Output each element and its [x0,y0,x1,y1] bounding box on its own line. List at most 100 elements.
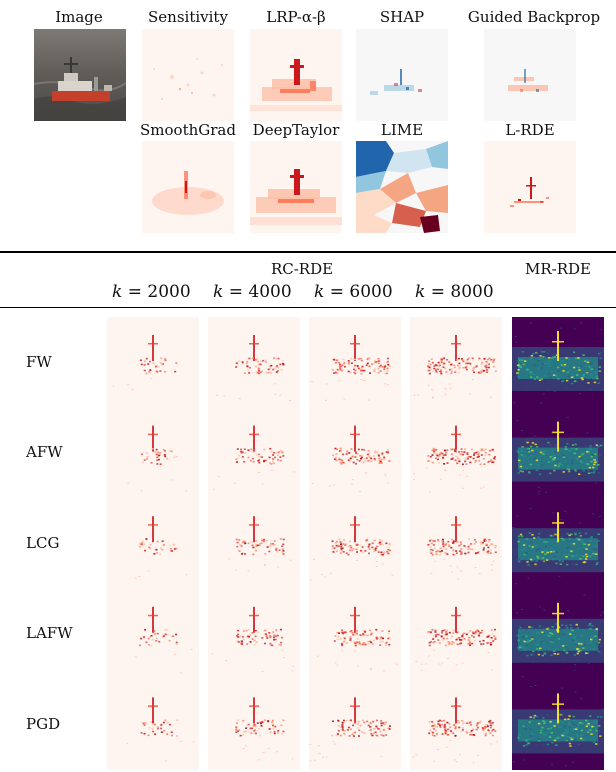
viridis-mark [584,532,588,535]
viridis-mark [542,736,545,739]
hull-mark [256,544,259,547]
viridis-noise [578,393,581,395]
hull-mark [442,358,445,360]
viridis-noise [542,744,545,746]
viridis-mark [530,654,533,656]
viridis-mark [524,728,527,730]
hull-mark [460,551,463,553]
sea-mark [412,756,415,758]
hull-mark [169,548,172,550]
viridis-noise [559,327,562,329]
hull-mark [147,637,150,640]
hull-mark [141,722,144,724]
hull-mark [462,367,465,369]
k-label-8000: k = 8000 [415,282,494,302]
hull-mark [356,551,358,553]
viridis-noise [571,761,574,763]
hull-mark [474,460,477,462]
hull-mark [279,363,282,366]
sea-mark [363,380,366,381]
hull-mark [345,552,348,554]
sea-mark [244,745,247,747]
viridis-mark [580,377,584,379]
viridis-mark [554,533,557,536]
hull-mark [458,460,461,463]
viridis-noise [521,676,524,678]
sea-mark [328,485,331,487]
viridis-mark [537,532,541,535]
sea-mark [449,740,452,742]
hull-mark [467,546,470,548]
viridis-mark [528,372,532,375]
hull-mark [333,547,336,549]
hull-mark [364,643,367,646]
viridis-mark [597,650,600,653]
hull-mark [461,636,464,638]
viridis-mark [575,563,578,566]
hull-mark [464,460,467,463]
hull-mark [436,458,439,461]
viridis-noise [512,383,515,385]
viridis-mark [571,629,574,632]
lrp-alpha-beta-map [250,29,342,121]
hull-mark [428,644,431,647]
hull-mark [469,724,472,726]
hull-mark [374,450,377,452]
viridis-noise [597,355,600,357]
sea-mark [415,661,418,663]
sea-mark [429,491,432,493]
hull-mark [266,637,269,639]
hull-mark [334,362,337,364]
viridis-noise [594,482,597,484]
viridis-mark [568,715,571,717]
sea-mark [437,749,440,750]
hull-mark [444,552,447,554]
sea-mark [466,475,469,477]
hull-mark [263,538,266,541]
hull-mark [433,547,436,550]
viridis-mark [537,464,540,466]
hull-mark [438,642,441,644]
viridis-mark [552,374,556,376]
viridis-mark [572,375,575,378]
hull-mark [169,544,172,547]
sea-mark [333,484,336,486]
hull-mark [490,637,493,639]
hull-mark [171,550,174,552]
viridis-mark [589,445,592,447]
hull-mark [446,734,449,736]
hull-mark [439,726,442,728]
viridis-mark [531,560,534,562]
viridis-mark [516,450,519,452]
viridis-mark [528,471,531,473]
mast-mark [455,606,457,633]
viridis-mark [590,638,593,641]
hull-mark [246,643,249,645]
hull-mark [336,638,339,640]
hull-mark [453,364,456,367]
hull-mark [487,729,490,731]
hull-mark [435,371,438,373]
viridis-mark [539,355,542,357]
mast-arm-mark [451,705,461,707]
sea-mark [283,657,286,659]
hull-mark [457,367,460,370]
hull-mark [277,451,280,454]
viridis-mark [582,647,585,649]
hull-mark [335,453,338,455]
hull-mark [453,450,456,452]
hull-mark [252,460,255,463]
hull-mark [480,543,483,545]
mast-arm-mark [350,433,360,436]
hull-mark [492,544,495,547]
viridis-mark [548,365,551,367]
hull-mark [339,367,342,369]
hull-mark [481,541,484,544]
hull-mark [460,642,463,644]
viridis-mark [517,472,520,474]
viridis-mark [579,535,583,537]
hull-mark [485,539,487,542]
viridis-mark [561,645,565,647]
viridis-mark [597,382,600,385]
hull-mark [341,547,344,549]
